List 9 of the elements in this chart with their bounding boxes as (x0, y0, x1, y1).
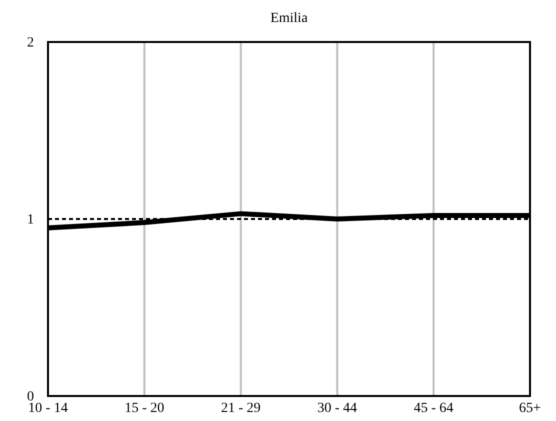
x-tick-label: 45 - 64 (414, 400, 454, 416)
x-tick-label: 65+ (519, 400, 542, 416)
x-tick-label: 15 - 20 (124, 400, 164, 416)
x-tick-label: 10 - 14 (28, 400, 68, 416)
y-tick-label: 1 (27, 212, 34, 228)
chart-title: Emilia (270, 11, 308, 26)
x-tick-label: 30 - 44 (317, 400, 358, 416)
y-tick-label: 2 (27, 35, 34, 50)
x-tick-label: 21 - 29 (220, 400, 261, 416)
